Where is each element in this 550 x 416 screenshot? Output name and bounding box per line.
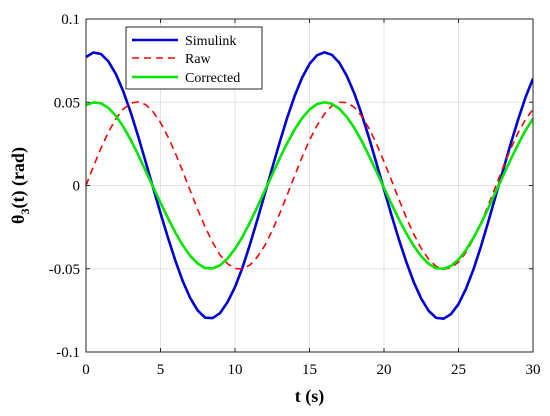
legend-label-corrected: Corrected — [185, 71, 240, 86]
y-axis-title: θ3(t) (rad) — [8, 147, 32, 224]
y-axis-title-symbol: θ — [8, 215, 28, 224]
x-axis-title: t (s) — [295, 386, 325, 407]
y-tick-label: 0.05 — [54, 95, 80, 111]
series-line-corrected — [86, 100, 533, 271]
y-axis-title-subscript: 3 — [18, 209, 32, 215]
y-axis: -0.1 -0.05 0 0.05 0.1 — [49, 12, 533, 361]
x-tick-label: 30 — [526, 362, 541, 378]
x-tick-label: 5 — [157, 362, 165, 378]
series-line-simulink — [86, 50, 533, 321]
legend-label-raw: Raw — [185, 52, 212, 67]
series-lines — [86, 50, 533, 321]
y-tick-label: 0.1 — [61, 12, 80, 28]
x-axis: 0 5 10 15 20 25 30 — [82, 19, 541, 378]
y-tick-label: -0.05 — [49, 262, 80, 278]
legend: Simulink Raw Corrected — [125, 26, 263, 90]
x-tick-label: 20 — [377, 362, 392, 378]
y-tick-label: -0.1 — [56, 345, 80, 361]
series-line-raw — [86, 100, 533, 271]
x-tick-label: 0 — [82, 362, 90, 378]
x-tick-label: 25 — [451, 362, 466, 378]
y-tick-label: 0 — [73, 179, 81, 195]
y-axis-title-rest: (t) (rad) — [8, 147, 29, 208]
x-tick-label: 10 — [228, 362, 243, 378]
legend-label-simulink: Simulink — [185, 34, 236, 49]
x-tick-label: 15 — [302, 362, 317, 378]
